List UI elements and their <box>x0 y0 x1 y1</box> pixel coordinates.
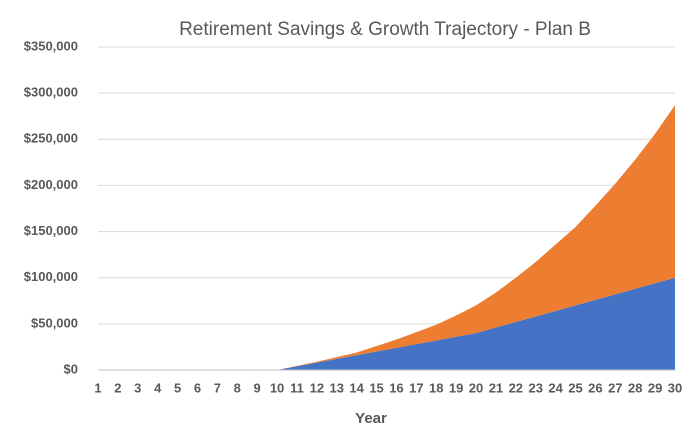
x-tick-label: 27 <box>608 380 622 395</box>
y-tick-label: $0 <box>64 361 78 376</box>
x-tick-label: 10 <box>270 380 284 395</box>
x-tick-label: 20 <box>469 380 483 395</box>
y-tick-label: $350,000 <box>24 38 78 53</box>
x-tick-label: 9 <box>254 380 261 395</box>
y-tick-label: $150,000 <box>24 223 78 238</box>
x-tick-label: 14 <box>349 380 364 395</box>
x-tick-label: 7 <box>214 380 221 395</box>
x-tick-label: 8 <box>234 380 241 395</box>
x-tick-label: 4 <box>154 380 162 395</box>
chart-title: Retirement Savings & Growth Trajectory -… <box>179 19 591 40</box>
x-axis-title: Year <box>355 410 387 427</box>
y-tick-label: $200,000 <box>24 177 78 192</box>
x-tick-label: 1 <box>94 380 101 395</box>
x-tick-label: 15 <box>369 380 383 395</box>
x-tick-label: 21 <box>489 380 503 395</box>
x-tick-label: 22 <box>509 380 523 395</box>
y-tick-label: $100,000 <box>24 269 78 284</box>
x-tick-label: 13 <box>330 380 344 395</box>
y-tick-label: $50,000 <box>31 315 78 330</box>
x-tick-label: 25 <box>568 380 582 395</box>
area <box>98 105 675 370</box>
x-tick-label: 17 <box>409 380 423 395</box>
x-tick-label: 12 <box>310 380 324 395</box>
x-tick-label: 6 <box>194 380 201 395</box>
x-tick-label: 18 <box>429 380 443 395</box>
x-tick-label: 24 <box>548 380 563 395</box>
x-tick-label: 29 <box>648 380 662 395</box>
x-tick-label: 2 <box>114 380 121 395</box>
x-tick-label: 5 <box>174 380 181 395</box>
x-tick-label: 28 <box>628 380 642 395</box>
y-tick-label: $300,000 <box>24 85 78 100</box>
x-tick-label: 19 <box>449 380 463 395</box>
x-tick-label: 30 <box>668 380 682 395</box>
area <box>98 277 675 370</box>
y-tick-label: $250,000 <box>24 131 78 146</box>
x-tick-label: 11 <box>290 380 304 395</box>
x-tick-label: 26 <box>588 380 602 395</box>
x-tick-label: 16 <box>389 380 403 395</box>
x-tick-label: 23 <box>528 380 542 395</box>
x-tick-label: 3 <box>134 380 141 395</box>
